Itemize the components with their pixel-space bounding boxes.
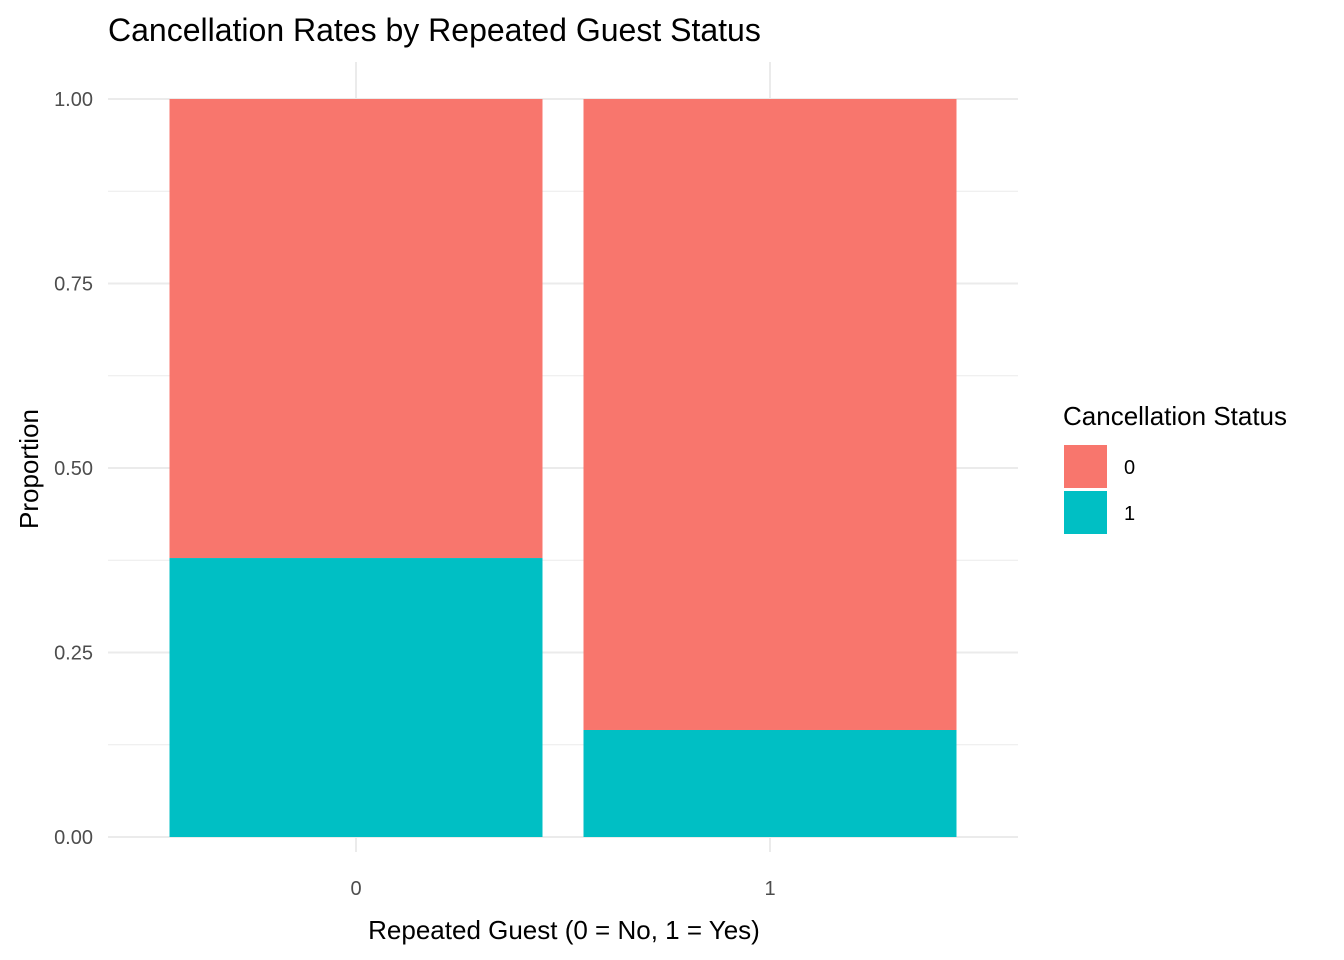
y-tick-label: 1.00: [54, 89, 93, 111]
y-tick-label: 0.50: [54, 458, 93, 480]
y-tick-label: 0.75: [54, 274, 93, 296]
y-axis-title: Proportion: [14, 409, 44, 529]
axis-ticks: 0.00 0.25 0.50 0.75 1.00 0 1: [54, 89, 776, 900]
x-tick-label: 1: [764, 878, 775, 900]
bars: [169, 99, 957, 837]
chart-title: Cancellation Rates by Repeated Guest Sta…: [108, 12, 761, 48]
y-tick-label: 0.00: [54, 827, 93, 849]
legend-items: 01: [1064, 445, 1135, 534]
bar-cat-1-status-1: [583, 729, 957, 837]
x-axis-title: Repeated Guest (0 = No, 1 = Yes): [368, 915, 760, 945]
legend-title: Cancellation Status: [1063, 401, 1287, 431]
legend-swatch: [1064, 491, 1107, 534]
bar-cat-1-status-0: [583, 99, 957, 730]
legend-label: 0: [1124, 457, 1135, 479]
legend: Cancellation Status 01: [1063, 401, 1287, 534]
y-tick-label: 0.25: [54, 643, 93, 665]
legend-label: 1: [1124, 503, 1135, 525]
bar-cat-0-status-0: [169, 99, 543, 559]
bar-cat-0-status-1: [169, 558, 543, 837]
legend-swatch: [1064, 445, 1107, 488]
x-tick-label: 0: [350, 878, 361, 900]
